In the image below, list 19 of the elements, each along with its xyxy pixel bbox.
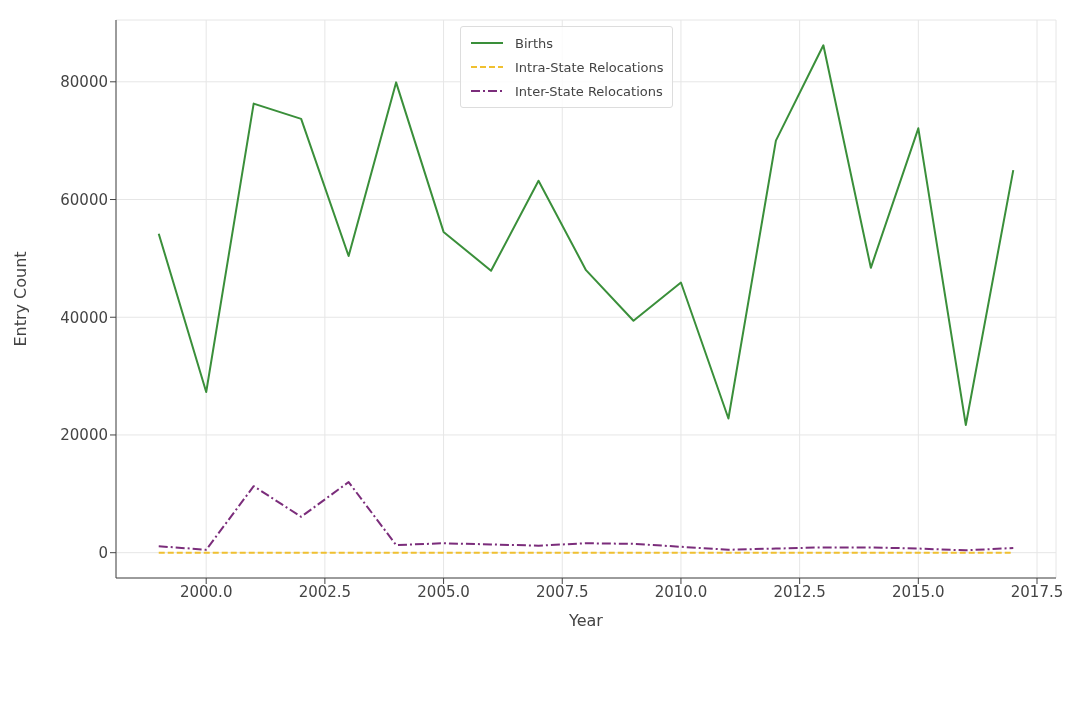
x-axis-title: Year [568, 611, 604, 630]
x-tick-label: 2000.0 [179, 582, 233, 601]
x-tick-label: 2002.5 [298, 582, 352, 601]
x-tick-label: 2005.0 [417, 582, 470, 601]
y-tick-label: 0 [98, 544, 108, 563]
x-tick-label: 2012.5 [773, 582, 826, 601]
y-tick-label: 80000 [60, 73, 108, 92]
x-tick-label: 2010.0 [654, 582, 708, 601]
x-tick-label: 2017.5 [1010, 582, 1064, 601]
y-tick-label: 60000 [60, 190, 108, 209]
legend-label: Inter-State Relocations [515, 83, 663, 99]
x-tick-label: 2007.5 [536, 582, 589, 601]
line-series [157, 481, 1015, 552]
legend-label: Births [515, 35, 553, 51]
legend-label: Intra-State Relocations [515, 59, 664, 75]
y-axis-title: Entry Count [10, 251, 30, 347]
y-tick-label: 20000 [60, 426, 108, 445]
y-tick-label: 40000 [60, 308, 108, 327]
x-tick-label: 2015.0 [892, 582, 945, 601]
